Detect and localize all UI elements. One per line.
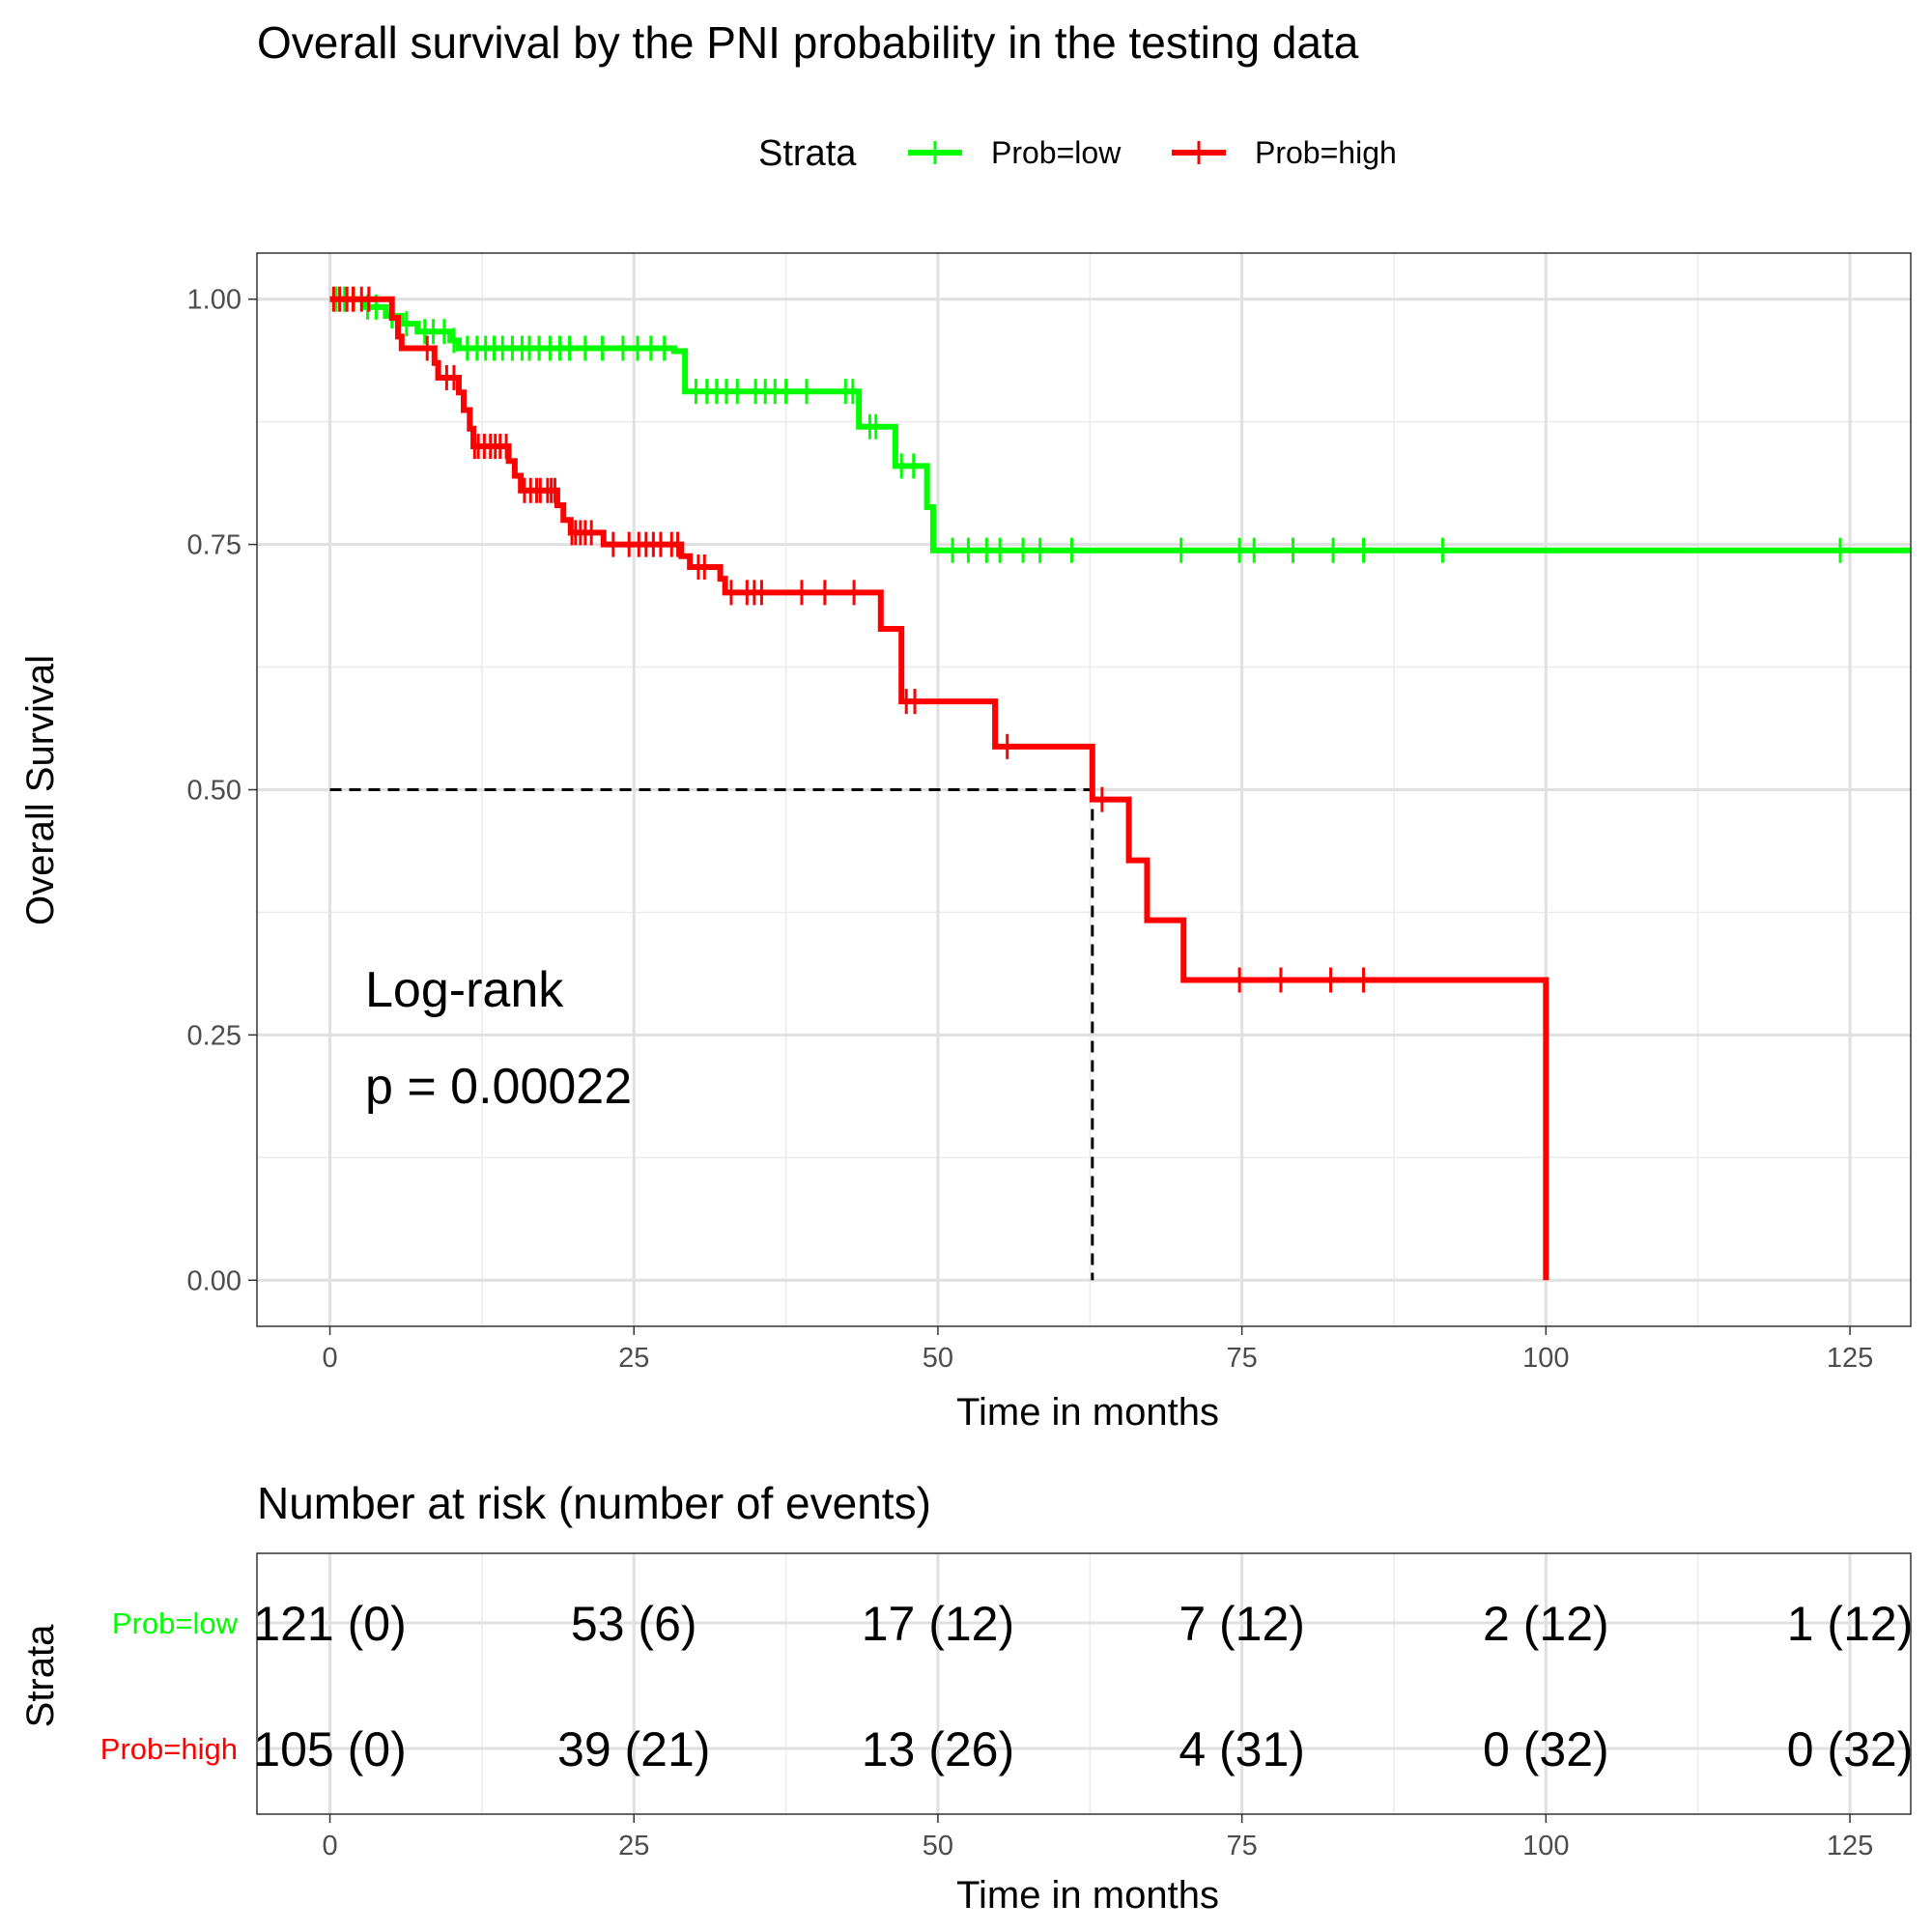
risk-cell: 53 (6) — [571, 1597, 697, 1651]
risk-cell: 13 (26) — [862, 1722, 1014, 1776]
risk-cell: 1 (12) — [1787, 1597, 1914, 1651]
risk-cell: 0 (32) — [1483, 1722, 1609, 1776]
plot-curves — [329, 286, 1911, 1281]
risk-cell: 2 (12) — [1483, 1597, 1609, 1651]
risk-x-tick-label: 0 — [322, 1831, 337, 1861]
risk-x-tick-label: 50 — [923, 1831, 953, 1861]
x-axis-label: Time in months — [956, 1391, 1219, 1434]
y-tick-label: 0.00 — [187, 1265, 242, 1296]
risk-table-cells: Prob=low 121 (0) 53 (6) 17 (12) 7 (12) 2 (12)… — [100, 1597, 1914, 1776]
risk-cell: 121 (0) — [253, 1597, 406, 1651]
risk-cell: 7 (12) — [1179, 1597, 1305, 1651]
x-tick-label: 75 — [1227, 1343, 1258, 1374]
risk-table-ticks: 0 25 50 75 100 125 — [322, 1814, 1873, 1861]
risk-x-tick-label: 25 — [618, 1831, 649, 1861]
survival-curve-prob-low — [329, 296, 1911, 554]
risk-table-grid — [257, 1553, 1911, 1814]
risk-table-border — [256, 1552, 1912, 1815]
risk-row-label: Prob=low — [112, 1606, 239, 1640]
risk-cell: 0 (32) — [1787, 1722, 1914, 1776]
x-tick-label: 0 — [322, 1343, 337, 1374]
plot-ticks: 0 25 50 75 100 125 0.00 0.25 0.50 0.75 1.00 — [187, 285, 1874, 1374]
risk-cell: 105 (0) — [253, 1722, 406, 1776]
p-value-label: p = 0.00022 — [365, 1059, 632, 1115]
x-tick-label: 50 — [923, 1343, 953, 1374]
risk-x-axis-label: Time in months — [956, 1874, 1219, 1917]
survival-curve-prob-high — [329, 296, 1549, 1281]
y-tick-label: 0.50 — [187, 776, 242, 807]
risk-cell: 17 (12) — [862, 1597, 1014, 1651]
risk-x-tick-label: 125 — [1827, 1831, 1873, 1861]
y-tick-label: 0.25 — [187, 1020, 242, 1051]
legend-title: Strata — [758, 133, 857, 174]
risk-y-axis-label: Strata — [19, 1624, 62, 1727]
y-tick-label: 0.75 — [187, 530, 242, 561]
risk-cell: 39 (21) — [557, 1722, 710, 1776]
legend-label: Prob=high — [1255, 135, 1397, 170]
risk-row-label: Prob=high — [100, 1732, 238, 1766]
log-rank-label: Log-rank — [365, 962, 564, 1018]
legend-item: Prob=high — [1172, 135, 1397, 170]
x-tick-label: 25 — [618, 1343, 649, 1374]
risk-cell: 4 (31) — [1179, 1722, 1305, 1776]
risk-table-title: Number at risk (number of events) — [257, 1478, 931, 1528]
y-tick-label: 1.00 — [187, 285, 242, 316]
risk-x-tick-label: 75 — [1227, 1831, 1258, 1861]
chart-title: Overall survival by the PNI probability … — [257, 17, 1359, 68]
x-tick-label: 125 — [1827, 1343, 1873, 1374]
y-axis-label: Overall Survival — [19, 655, 62, 925]
risk-x-tick-label: 100 — [1522, 1831, 1569, 1861]
legend-item: Prob=low — [908, 135, 1122, 170]
legend: Strata Prob=low Prob=high — [758, 133, 1397, 174]
x-tick-label: 100 — [1522, 1343, 1569, 1374]
legend-label: Prob=low — [991, 135, 1122, 170]
